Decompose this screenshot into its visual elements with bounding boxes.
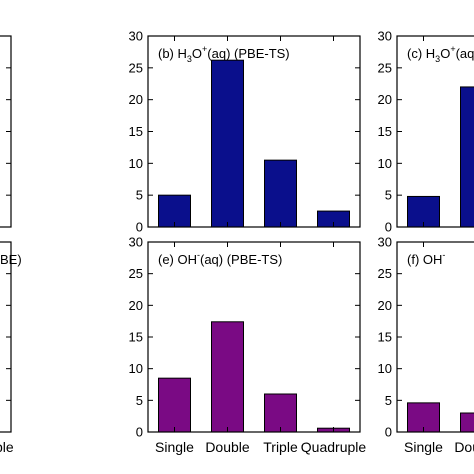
bar-e-single	[158, 377, 191, 433]
ytick-label-b-25: 25	[129, 60, 143, 75]
panel-b: 0 5 10 15 20 25 30 (b) H3O+(aq) (PBE-TS)	[129, 29, 361, 235]
panel-c: 0 5 10 15 20 25 30 (c) H3O+(aq	[378, 29, 474, 235]
ytick-label-c-20: 20	[378, 92, 392, 107]
ytick-label-f-0: 0	[385, 425, 392, 440]
ytick-label-e-20: 20	[129, 298, 143, 313]
panel-title-c: (c) H3O+(aq	[407, 44, 474, 64]
bar-b-triple	[264, 159, 297, 228]
bar-b-double	[211, 59, 244, 228]
ytick-label-f-25: 25	[378, 266, 392, 281]
ytick-label-f-5: 5	[385, 393, 392, 408]
ytick-label-e-30: 30	[129, 235, 143, 250]
bar-e-double	[211, 321, 244, 433]
ytick-label-c-5: 5	[385, 188, 392, 203]
ytick-label-b-5: 5	[136, 188, 143, 203]
ytick-label-c-0: 0	[385, 220, 392, 235]
bar-e-triple	[264, 393, 297, 433]
panel-title-b: (b) H3O+(aq) (PBE-TS)	[158, 44, 290, 64]
ytick-label-f-30: 30	[378, 235, 392, 250]
ytick-label-f-15: 15	[378, 330, 392, 345]
ytick-label-b-10: 10	[129, 156, 143, 171]
ytick-label-b-20: 20	[129, 92, 143, 107]
bar-b-single	[158, 194, 191, 228]
ytick-label-e-5: 5	[136, 393, 143, 408]
ytick-label-e-25: 25	[129, 266, 143, 281]
category-label-d-quadruple: Quadruple	[0, 439, 14, 455]
ytick-label-b-0: 0	[136, 220, 143, 235]
ytick-label-b-30: 30	[129, 29, 143, 44]
category-label-e-triple: Triple	[263, 439, 298, 455]
bar-f-double	[460, 412, 474, 433]
ytick-label-f-10: 10	[378, 361, 392, 376]
panel-title-f: (f) OH-	[407, 250, 445, 267]
category-label-e-double: Double	[205, 439, 250, 455]
ytick-label-b-15: 15	[129, 124, 143, 139]
panel-f: 051015202530SingleDoubleTripleQuadruple(…	[378, 235, 474, 455]
category-label-e-single: Single	[155, 439, 194, 455]
ytick-label-e-0: 0	[136, 425, 143, 440]
bar-c-double	[460, 86, 474, 228]
panel-e: 0 5 10 15 20 25 30 Single Double Triple Quadruple (…	[129, 235, 367, 456]
panel-title-d: BE)	[0, 252, 22, 267]
ytick-label-c-15: 15	[378, 124, 392, 139]
ytick-label-c-25: 25	[378, 60, 392, 75]
category-label-e-quadruple: Quadruple	[301, 439, 367, 455]
category-label-f-double: Double	[454, 439, 474, 455]
category-label-f-single: Single	[404, 439, 443, 455]
ytick-label-e-10: 10	[129, 361, 143, 376]
ytick-label-e-15: 15	[129, 330, 143, 345]
ytick-label-c-30: 30	[378, 29, 392, 44]
ytick-label-c-10: 10	[378, 156, 392, 171]
panel-d: 051015202530SingleDoubleTripleQuadrupleB…	[0, 241, 22, 455]
panel-title-e: (e) OH-(aq) (PBE-TS)	[158, 250, 282, 267]
ytick-label-f-20: 20	[378, 298, 392, 313]
